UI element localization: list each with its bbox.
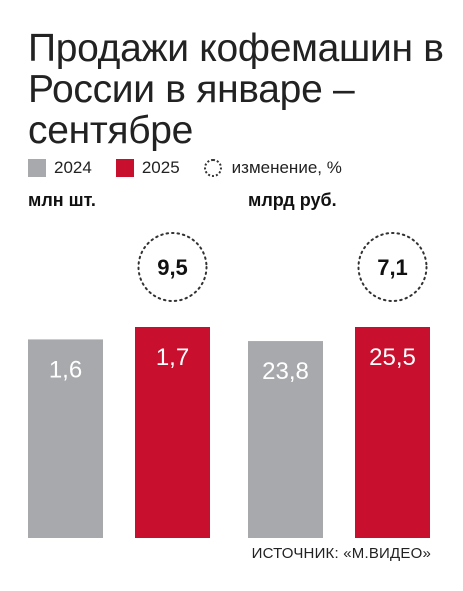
bar-value-label-rubles-2024: 23,8	[262, 358, 309, 385]
bar-pieces-2024	[28, 339, 103, 538]
units-label-rubles: млрд руб.	[248, 190, 337, 210]
legend-item-2024: 2024	[28, 158, 92, 178]
legend-label-2025: 2025	[141, 158, 180, 177]
legend-item-change: изменение, %	[203, 158, 342, 178]
legend-label-change: изменение, %	[231, 158, 342, 177]
legend-label-2024: 2024	[54, 158, 92, 177]
bar-value-label-pieces-2025: 1,7	[156, 344, 189, 371]
legend-swatch-2025	[115, 159, 134, 177]
change-label-pieces: 9,5	[157, 255, 188, 280]
bar-rubles-2025	[355, 327, 430, 538]
units-label-pieces: млн шт.	[28, 190, 96, 210]
chart-title: Продажи кофемашин в России в январе – се…	[28, 27, 444, 152]
source-note: ИСТОЧНИК: «М.ВИДЕО»	[251, 545, 431, 562]
change-circle-pieces	[137, 232, 208, 302]
legend-item-2025: 2025	[115, 158, 180, 178]
change-circle-rubles	[357, 232, 428, 302]
legend: 2024 2025 изменение, %	[28, 157, 366, 179]
dotted-circle-icon	[203, 159, 222, 177]
legend-swatch-2024	[28, 159, 46, 177]
bar-pieces-2025	[135, 327, 210, 538]
bar-rubles-2024	[248, 341, 323, 538]
change-label-rubles: 7,1	[377, 255, 408, 280]
bar-value-label-pieces-2024: 1,6	[49, 356, 82, 383]
bar-value-label-rubles-2025: 25,5	[369, 344, 416, 371]
